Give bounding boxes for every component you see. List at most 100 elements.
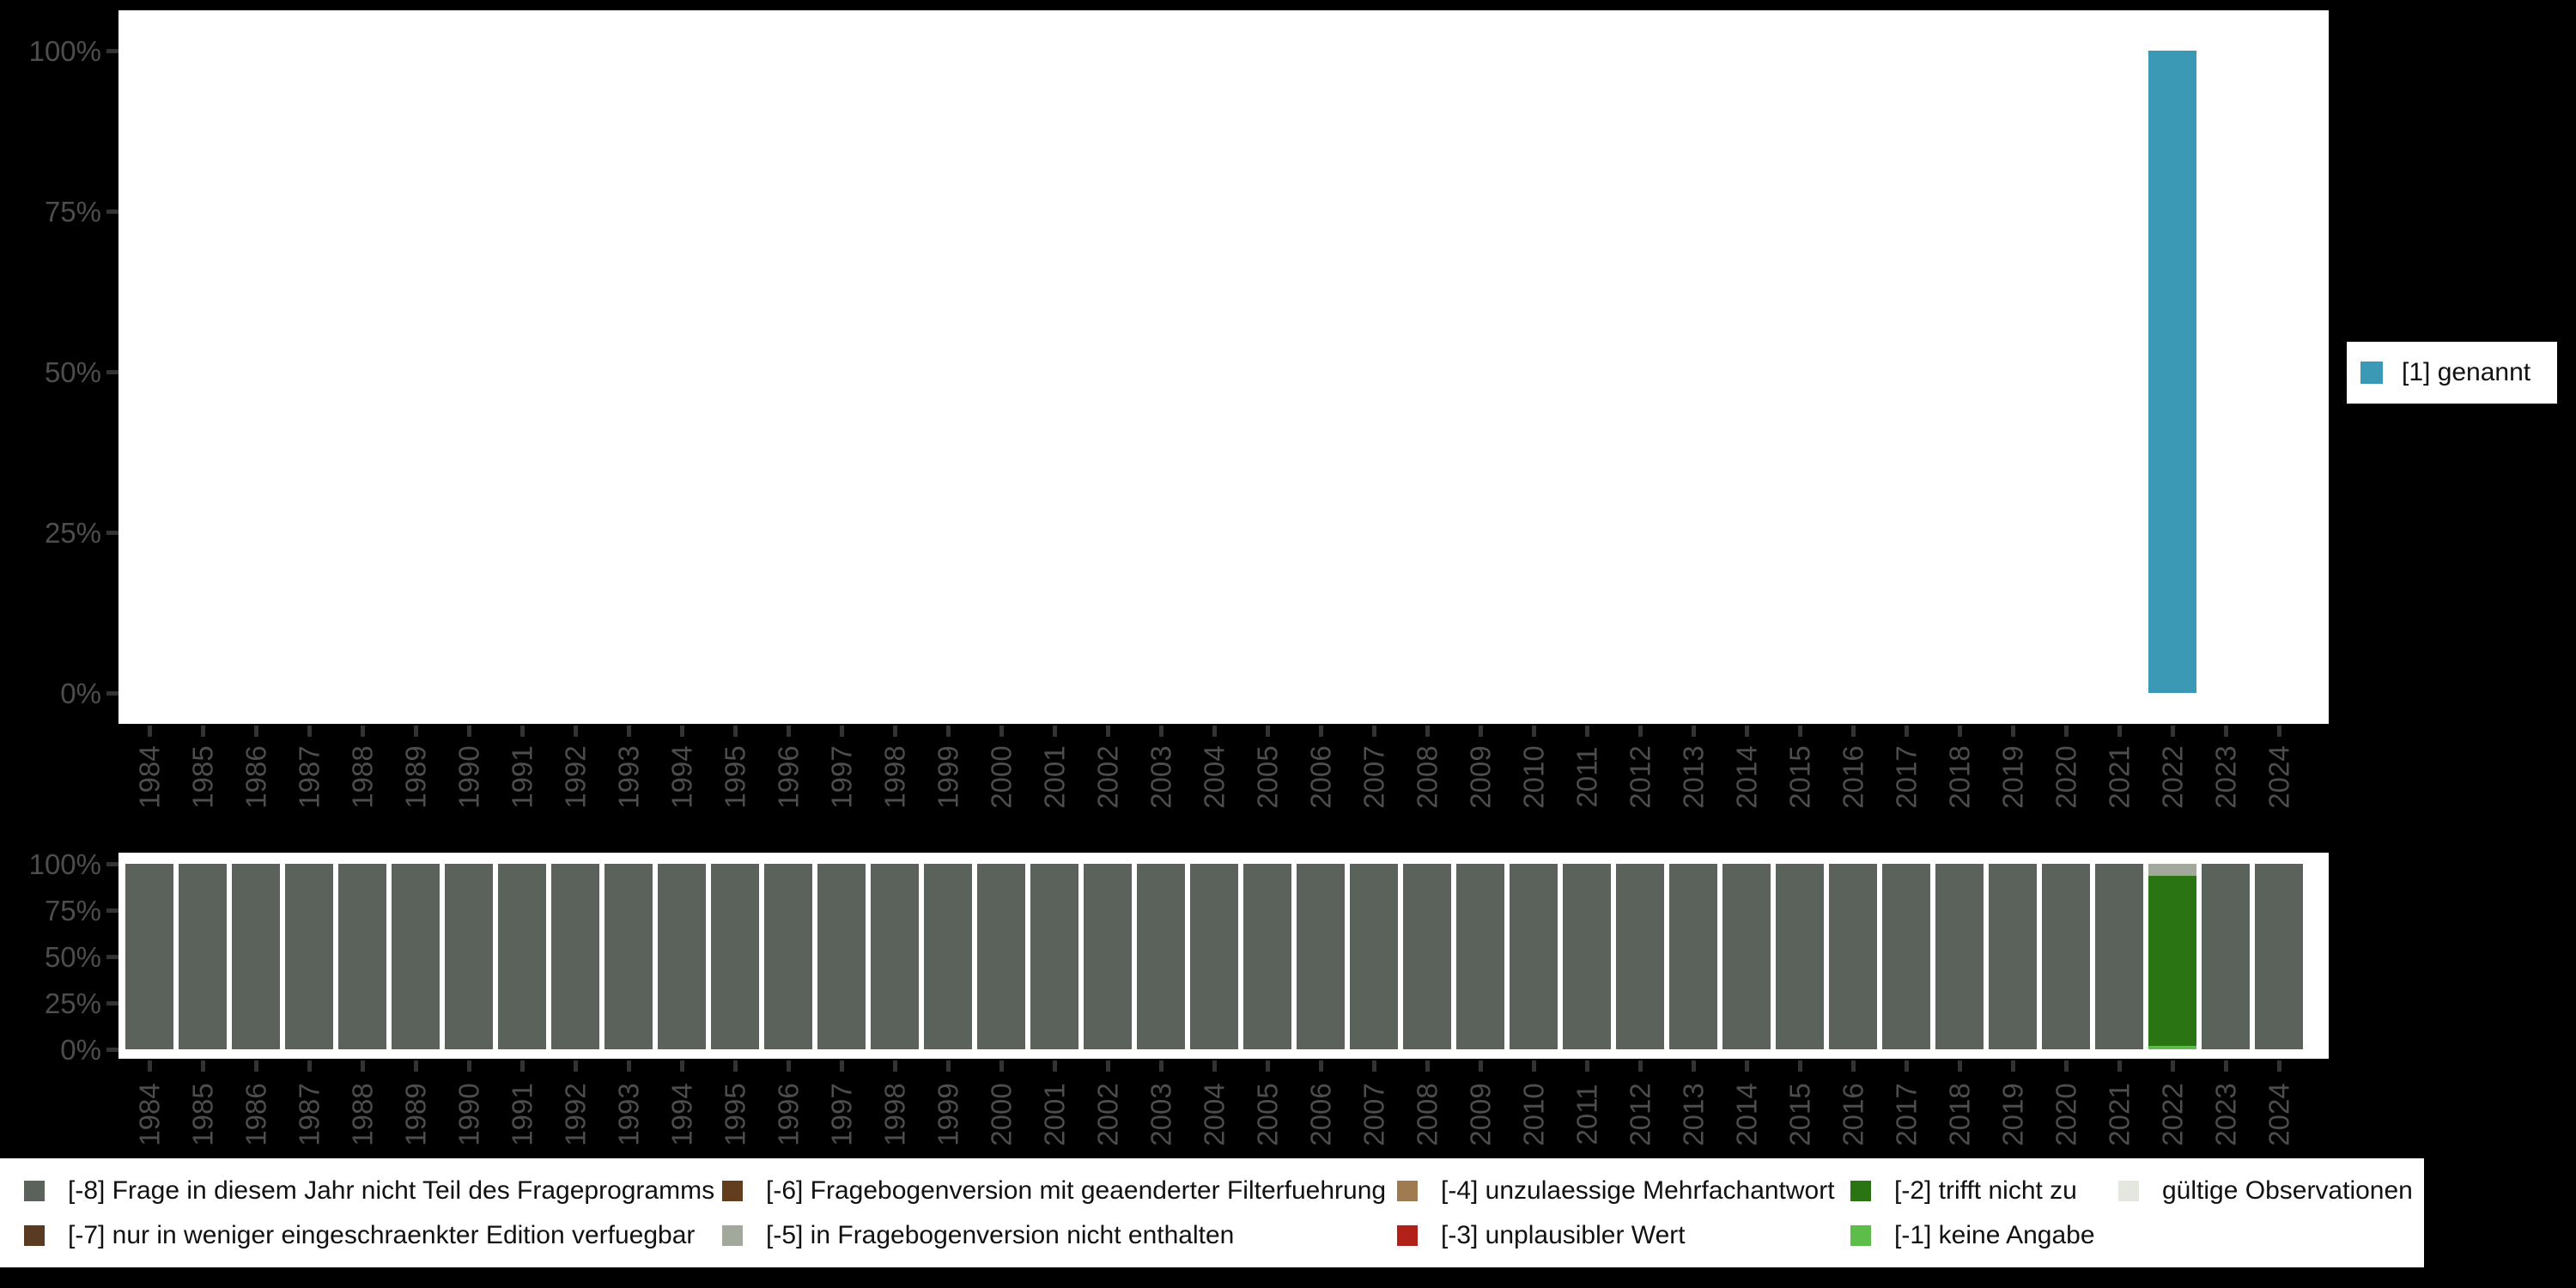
right-legend-label: [1] genannt — [2402, 358, 2531, 386]
top-x-axis-tick-2019 — [2011, 726, 2015, 737]
bottom-x-axis-label-1987: 1987 — [293, 1083, 325, 1146]
top-x-axis-label-2009: 2009 — [1464, 745, 1497, 809]
top-x-axis-tick-2023 — [2224, 726, 2228, 737]
top-x-axis-label-2014: 2014 — [1730, 745, 1763, 809]
bottom-x-axis-label-2018: 2018 — [1943, 1083, 1976, 1146]
legend-item-code-5: [-5] in Fragebogenversion nicht enthalte… — [722, 1223, 1234, 1249]
bottom-x-axis-label-2020: 2020 — [2050, 1083, 2082, 1146]
top-x-axis-tick-2022 — [2171, 726, 2175, 737]
top-x-axis-tick-1989 — [414, 726, 418, 737]
top-y-axis-tick — [106, 210, 118, 214]
bar-missing-2023-code-8 — [2202, 864, 2250, 1049]
bottom-x-axis-tick-2012 — [1638, 1060, 1643, 1072]
top-x-axis-label-2023: 2023 — [2209, 745, 2242, 809]
top-x-axis-label-1996: 1996 — [772, 745, 805, 809]
bar-missing-2003-code-8 — [1137, 864, 1185, 1049]
top-x-axis-tick-1984 — [148, 726, 152, 737]
top-x-axis-tick-2017 — [1905, 726, 1909, 737]
top-x-axis-label-2012: 2012 — [1624, 745, 1656, 809]
bottom-x-axis-tick-1990 — [467, 1060, 471, 1072]
bottom-x-axis-label-2007: 2007 — [1358, 1083, 1390, 1146]
top-x-axis-tick-1996 — [787, 726, 791, 737]
top-x-axis-label-1995: 1995 — [719, 745, 751, 809]
bar-missing-2001-code-8 — [1030, 864, 1078, 1049]
bottom-x-axis-label-1999: 1999 — [932, 1083, 964, 1146]
bar-missing-2015-code-8 — [1776, 864, 1824, 1049]
bar-missing-1992-code-8 — [551, 864, 599, 1049]
top-x-axis-tick-2001 — [1053, 726, 1057, 737]
bottom-x-axis-label-2015: 2015 — [1783, 1083, 1816, 1146]
bottom-x-axis-label-1992: 1992 — [559, 1083, 592, 1146]
bottom-x-axis-tick-1985 — [201, 1060, 205, 1072]
bottom-x-axis-label-2016: 2016 — [1837, 1083, 1869, 1146]
bottom-x-axis-label-1989: 1989 — [399, 1083, 432, 1146]
top-x-axis-label-2019: 2019 — [1996, 745, 2029, 809]
top-y-axis-label-50: 50% — [44, 356, 101, 388]
top-x-axis-tick-2021 — [2117, 726, 2122, 737]
top-x-axis-label-2021: 2021 — [2103, 745, 2136, 809]
top-x-axis-tick-2000 — [999, 726, 1004, 737]
bottom-y-axis-tick — [106, 1048, 118, 1052]
legend-swatch-code-8-icon — [24, 1181, 45, 1201]
bottom-x-axis-tick-1988 — [361, 1060, 365, 1072]
bar-missing-1998-code-8 — [871, 864, 919, 1049]
legend-swatch-codevalid-icon — [2118, 1181, 2139, 1201]
bottom-x-axis-tick-2013 — [1692, 1060, 1696, 1072]
bottom-x-axis-tick-1986 — [254, 1060, 258, 1072]
top-x-axis-label-2013: 2013 — [1677, 745, 1710, 809]
top-x-axis-label-2020: 2020 — [2050, 745, 2082, 809]
top-x-axis-label-2016: 2016 — [1837, 745, 1869, 809]
top-x-axis-label-1986: 1986 — [240, 745, 272, 809]
bottom-y-axis-tick — [106, 908, 118, 913]
bottom-x-axis-tick-2017 — [1905, 1060, 1909, 1072]
bottom-x-axis-tick-2001 — [1053, 1060, 1057, 1072]
legend-label-code-2: [-2] trifft nicht zu — [1894, 1176, 2077, 1205]
top-y-axis-tick — [106, 531, 118, 535]
bar-missing-2002-code-8 — [1084, 864, 1132, 1049]
bottom-x-axis-label-1991: 1991 — [506, 1083, 538, 1146]
top-y-axis-tick — [106, 691, 118, 696]
top-x-axis-label-2015: 2015 — [1783, 745, 1816, 809]
bottom-x-axis-label-1995: 1995 — [719, 1083, 751, 1146]
legend-item-code-4: [-4] unzulaessige Mehrfachantwort — [1397, 1178, 1835, 1204]
top-x-axis-tick-1994 — [680, 726, 684, 737]
top-x-axis-tick-1986 — [254, 726, 258, 737]
bar-missing-2016-code-8 — [1829, 864, 1877, 1049]
top-x-axis-label-1994: 1994 — [665, 745, 698, 809]
bottom-x-axis-tick-2019 — [2011, 1060, 2015, 1072]
bottom-x-axis-tick-2008 — [1425, 1060, 1430, 1072]
top-x-axis-tick-2013 — [1692, 726, 1696, 737]
top-x-axis-label-2001: 2001 — [1038, 745, 1071, 809]
bottom-x-axis-label-2010: 2010 — [1517, 1083, 1550, 1146]
bottom-x-axis-tick-1998 — [893, 1060, 897, 1072]
top-x-axis-label-2002: 2002 — [1091, 745, 1124, 809]
bottom-x-axis-tick-1994 — [680, 1060, 684, 1072]
legend-label-code-4: [-4] unzulaessige Mehrfachantwort — [1441, 1176, 1835, 1205]
bar-missing-2022-code-5 — [2148, 864, 2196, 877]
bottom-y-axis-label-100: 100% — [28, 848, 101, 880]
top-x-axis-label-1985: 1985 — [186, 745, 219, 809]
bottom-x-axis-tick-2003 — [1159, 1060, 1163, 1072]
bottom-x-axis-tick-2002 — [1106, 1060, 1110, 1072]
legend-item-codevalid: gültige Observationen — [2118, 1178, 2413, 1204]
legend-swatch-code-3-icon — [1397, 1225, 1418, 1246]
top-x-axis-tick-2016 — [1851, 726, 1856, 737]
bottom-x-axis-tick-2015 — [1798, 1060, 1802, 1072]
top-x-axis-tick-1991 — [520, 726, 525, 737]
bottom-x-axis-label-1986: 1986 — [240, 1083, 272, 1146]
bar-missing-2005-code-8 — [1243, 864, 1291, 1049]
bar-missing-1999-code-8 — [924, 864, 972, 1049]
top-x-axis-tick-1990 — [467, 726, 471, 737]
bar-missing-1986-code-8 — [232, 864, 280, 1049]
genannt-swatch-icon — [2360, 361, 2383, 384]
bar-missing-1996-code-8 — [764, 864, 812, 1049]
top-x-axis-label-2010: 2010 — [1517, 745, 1550, 809]
bottom-x-axis-tick-2020 — [2064, 1060, 2069, 1072]
bottom-x-axis-tick-2009 — [1479, 1060, 1483, 1072]
bottom-x-axis-label-2021: 2021 — [2103, 1083, 2136, 1146]
legend-swatch-code-5-icon — [722, 1225, 743, 1246]
bottom-x-axis-tick-2007 — [1372, 1060, 1376, 1072]
bottom-y-axis-tick — [106, 862, 118, 866]
bar-missing-1988-code-8 — [338, 864, 386, 1049]
